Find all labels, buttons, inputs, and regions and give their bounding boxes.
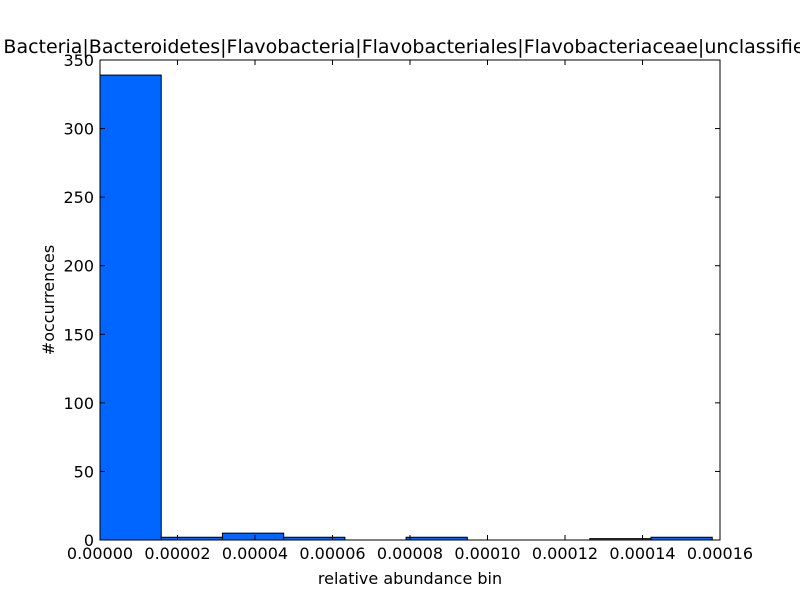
y-axis-label: #occurrences (39, 245, 58, 355)
x-tick-label-3: 0.00006 (299, 544, 365, 563)
x-axis-label: relative abundance bin (318, 569, 502, 588)
y-tick-label-2: 100 (63, 394, 94, 413)
histogram-bar-2 (221, 532, 285, 541)
histogram-bar-0 (99, 74, 162, 541)
x-tick-label-1: 0.00002 (144, 544, 210, 563)
y-tick-label-0: 0 (84, 531, 94, 550)
y-tick-label-6: 300 (63, 120, 94, 139)
bars-group (99, 74, 713, 541)
x-tick-label-4: 0.00008 (377, 544, 443, 563)
x-tick-label-5: 0.00010 (454, 544, 520, 563)
x-tick-label-2: 0.00004 (222, 544, 288, 563)
y-tick-label-5: 250 (63, 188, 94, 207)
x-tick-label-8: 0.00016 (687, 544, 753, 563)
x-tick-label-0: 0.00000 (67, 544, 133, 563)
ticks-group: 0.00000 0.00002 0.00004 0.00006 0.00008 0.000… (63, 51, 753, 563)
y-tick-label-1: 50 (74, 462, 94, 481)
y-tick-label-3: 150 (63, 325, 94, 344)
plot-frame (99, 59, 721, 541)
chart-title: Bacteria|Bacteroidetes|Flavobacteria|Fla… (3, 36, 800, 58)
x-tick-label-6: 0.00012 (532, 544, 598, 563)
y-tick-label-7: 350 (63, 51, 94, 70)
y-tick-label-4: 200 (63, 257, 94, 276)
x-tick-label-7: 0.00014 (609, 544, 675, 563)
